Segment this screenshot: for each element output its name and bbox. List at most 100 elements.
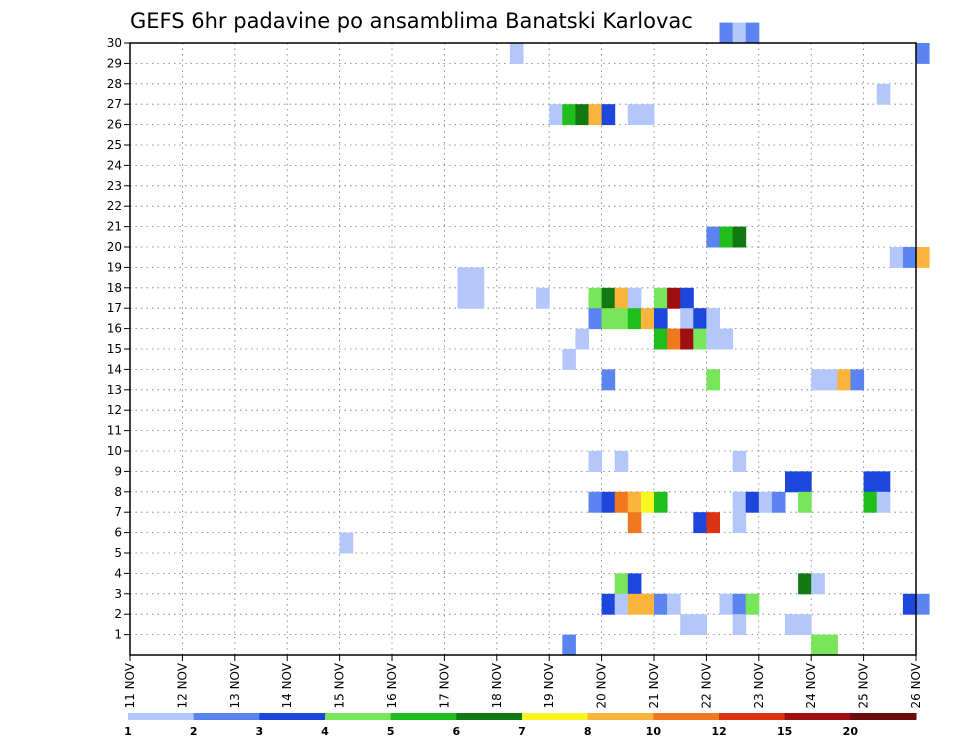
precip-cell <box>614 287 629 309</box>
precip-cell <box>654 308 668 330</box>
precip-cell <box>798 614 812 636</box>
y-tick-label: 3 <box>114 587 122 601</box>
legend-label: 5 <box>387 725 395 738</box>
legend-label: 12 <box>711 725 726 738</box>
legend-label: 15 <box>777 725 792 738</box>
precip-cell <box>902 593 917 615</box>
y-tick-label: 5 <box>114 546 122 560</box>
y-tick-label: 16 <box>107 322 122 336</box>
precip-cell <box>640 308 655 330</box>
precip-cell <box>732 226 747 248</box>
precip-cell <box>706 328 720 350</box>
precip-cell <box>916 247 930 268</box>
precip-cell <box>889 247 904 268</box>
precip-cell <box>562 349 576 370</box>
y-tick-label: 11 <box>107 424 122 438</box>
legend-swatch <box>653 713 720 720</box>
x-tick-label: 25 NOV <box>857 662 871 708</box>
y-tick-label: 12 <box>107 403 122 417</box>
precip-cell <box>654 491 668 513</box>
legend-label: 6 <box>453 725 461 738</box>
x-tick-label: 19 NOV <box>542 662 556 708</box>
precip-cell <box>470 267 485 289</box>
precip-cell <box>745 593 760 615</box>
y-tick-label: 18 <box>107 281 122 295</box>
color-legend: 1 2 3 4 5 6 7 8 10 12 15 20 <box>124 713 917 738</box>
legend-swatch <box>850 713 917 720</box>
precip-cell <box>575 328 589 350</box>
precip-cell <box>719 22 734 44</box>
precip-cell <box>745 491 760 513</box>
precip-cell <box>876 491 891 513</box>
legend-swatch <box>587 713 654 720</box>
precip-cell <box>902 247 917 268</box>
y-tick-label: 1 <box>114 628 122 642</box>
precip-cell <box>640 104 655 126</box>
precip-cell <box>863 471 878 493</box>
precip-cell <box>627 491 642 513</box>
chart-title: GEFS 6hr padavine po ansamblima Banatski… <box>130 9 693 33</box>
y-tick-label: 19 <box>107 260 122 274</box>
y-tick-label: 2 <box>114 607 122 621</box>
legend-label: 3 <box>256 725 264 738</box>
precip-cell <box>575 104 589 126</box>
precip-cell <box>837 369 851 391</box>
precip-cells <box>339 22 930 656</box>
precip-cell <box>588 491 603 513</box>
precip-cell <box>627 512 642 534</box>
legend-label: 10 <box>646 725 662 738</box>
precip-cell <box>627 593 642 615</box>
precip-cell <box>601 104 616 126</box>
precip-cell <box>654 287 668 309</box>
precip-cell <box>680 328 694 350</box>
precip-cell <box>339 532 354 554</box>
precip-cell <box>745 22 760 44</box>
x-tick-label: 15 NOV <box>333 662 347 708</box>
y-tick-label: 30 <box>107 36 122 50</box>
precip-cell <box>627 573 642 595</box>
x-tick-label: 22 NOV <box>699 662 713 708</box>
precip-cell <box>758 491 773 513</box>
precip-cell <box>614 451 629 472</box>
y-tick-label: 20 <box>107 240 122 254</box>
precip-cell <box>588 451 603 472</box>
precip-cell <box>654 593 668 615</box>
y-tick-label: 27 <box>107 97 122 111</box>
legend-swatch <box>456 713 523 720</box>
precip-cell <box>680 287 694 309</box>
y-tick-label: 21 <box>107 220 122 234</box>
precip-cell <box>876 471 891 493</box>
precip-cell <box>601 308 616 330</box>
precip-cell <box>719 226 734 248</box>
precip-cell <box>785 471 799 493</box>
precip-cell <box>798 491 812 513</box>
precip-cell <box>693 308 707 330</box>
precip-cell <box>588 104 603 126</box>
precip-cell <box>457 267 472 289</box>
precip-cell <box>876 83 891 105</box>
legend-swatch <box>259 713 326 720</box>
y-tick-label: 22 <box>107 199 122 213</box>
legend-label: 4 <box>321 725 329 738</box>
precip-cell <box>588 287 603 309</box>
y-tick-label: 13 <box>107 383 122 397</box>
precip-cell <box>614 491 629 513</box>
y-tick-label: 15 <box>107 342 122 356</box>
y-tick-label: 9 <box>114 464 122 478</box>
precip-cell <box>627 287 642 309</box>
precip-cell <box>640 491 655 513</box>
legend-swatch <box>325 713 392 720</box>
x-tick-label: 13 NOV <box>228 662 242 708</box>
y-tick-label: 25 <box>107 138 122 152</box>
x-tick-label: 24 NOV <box>804 662 818 708</box>
legend-label: 7 <box>518 725 526 738</box>
precip-cell <box>627 308 642 330</box>
precip-cell <box>654 328 668 350</box>
precip-cell <box>693 614 707 636</box>
precip-cell <box>680 614 694 636</box>
precip-cell <box>509 43 524 64</box>
x-tick-label: 21 NOV <box>647 662 661 708</box>
x-tick-label: 20 NOV <box>595 662 609 708</box>
precip-cell <box>536 287 550 309</box>
